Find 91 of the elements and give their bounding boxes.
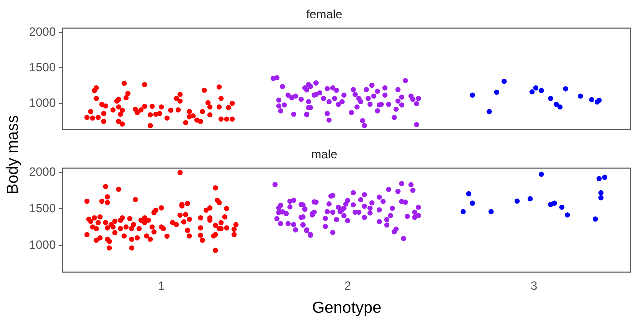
- point: [96, 115, 101, 120]
- point: [558, 104, 563, 110]
- point: [120, 122, 126, 127]
- point: [126, 91, 131, 96]
- point: [494, 90, 500, 96]
- point: [565, 212, 570, 218]
- point: [230, 116, 236, 122]
- point: [148, 123, 154, 128]
- point: [178, 98, 183, 104]
- point: [142, 104, 148, 110]
- point: [120, 108, 126, 114]
- y-tick-label: 2000: [29, 165, 56, 180]
- point: [206, 100, 211, 106]
- point: [103, 104, 108, 109]
- point: [208, 104, 213, 110]
- point: [596, 176, 602, 182]
- point: [486, 109, 492, 114]
- y-tick-label: 1500: [29, 201, 56, 216]
- point: [90, 116, 96, 121]
- x-tick-label: 1: [158, 278, 166, 293]
- point: [530, 89, 535, 95]
- point: [176, 108, 182, 113]
- point: [164, 116, 170, 121]
- point: [94, 86, 100, 91]
- point: [138, 108, 144, 113]
- chart-title: male: [311, 148, 338, 162]
- point: [183, 120, 189, 126]
- point: [226, 105, 232, 110]
- point: [539, 172, 544, 178]
- point: [598, 195, 604, 201]
- point: [216, 104, 222, 110]
- point: [116, 119, 122, 124]
- point: [122, 80, 128, 86]
- point: [198, 119, 204, 124]
- point: [200, 109, 206, 114]
- x-axis-title: Genotype: [312, 300, 382, 317]
- point: [101, 119, 107, 124]
- point: [554, 102, 560, 108]
- point: [142, 82, 148, 88]
- point: [116, 104, 122, 110]
- point: [589, 97, 594, 103]
- x-tick-label: 2: [344, 278, 352, 293]
- x-tick-label: 3: [530, 278, 538, 293]
- point: [118, 112, 124, 118]
- point: [470, 200, 476, 206]
- point: [190, 113, 196, 119]
- point: [230, 100, 236, 106]
- point: [224, 116, 230, 122]
- point: [216, 84, 222, 90]
- point: [110, 108, 116, 113]
- point: [208, 112, 213, 118]
- point: [101, 111, 107, 116]
- point: [84, 115, 90, 120]
- point: [514, 198, 520, 204]
- point: [150, 104, 155, 110]
- point: [548, 96, 554, 102]
- point: [528, 196, 534, 202]
- point: [502, 78, 507, 84]
- point: [94, 96, 100, 102]
- point: [159, 104, 164, 110]
- point: [578, 94, 584, 99]
- point: [470, 92, 476, 98]
- point: [168, 108, 174, 114]
- point: [466, 191, 472, 197]
- point: [593, 216, 598, 222]
- point: [488, 209, 494, 214]
- point: [174, 96, 180, 102]
- y-tick-label: 1500: [29, 60, 56, 74]
- point: [563, 86, 568, 92]
- point: [602, 174, 608, 180]
- point: [178, 92, 183, 98]
- point: [539, 88, 544, 94]
- y-axis-title: Body mass: [5, 115, 23, 195]
- point: [598, 190, 604, 196]
- y-tick-label: 2000: [29, 24, 56, 39]
- point: [218, 116, 224, 122]
- point: [559, 204, 565, 210]
- point: [124, 95, 129, 101]
- chart-title: female: [306, 8, 343, 22]
- point: [218, 96, 224, 102]
- point: [460, 209, 466, 214]
- y-tick-label: 1000: [29, 96, 56, 110]
- point: [552, 200, 558, 206]
- point: [157, 111, 162, 116]
- point: [134, 110, 140, 116]
- y-tick-label: 1000: [29, 238, 56, 252]
- point: [88, 109, 94, 114]
- point: [148, 112, 154, 118]
- point: [187, 109, 192, 114]
- point: [533, 86, 539, 91]
- point: [202, 88, 208, 94]
